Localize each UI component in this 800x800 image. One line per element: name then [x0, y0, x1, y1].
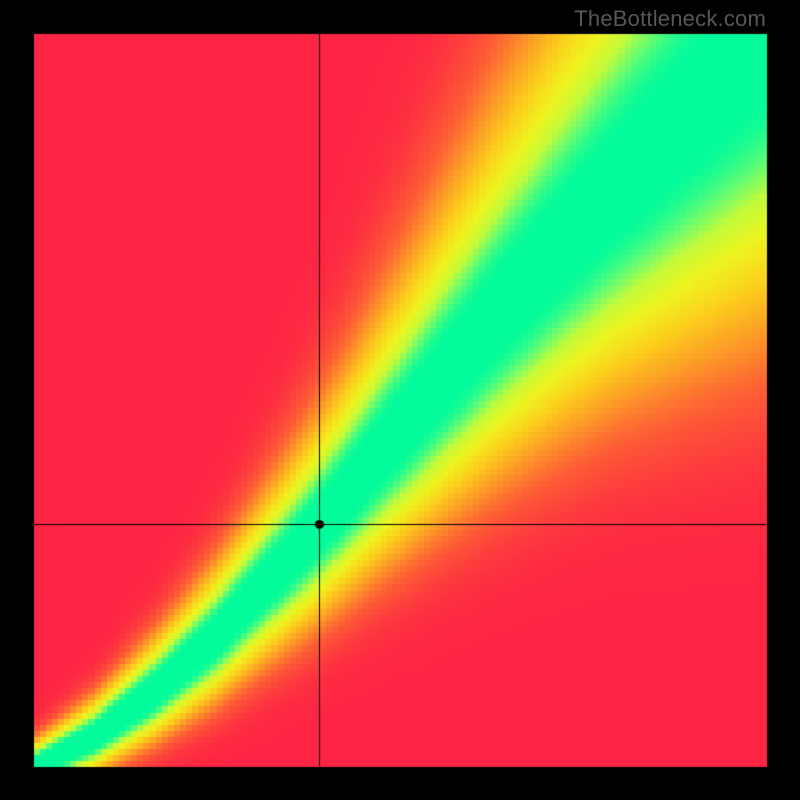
watermark-text: TheBottleneck.com: [574, 6, 766, 32]
bottleneck-heatmap: [0, 0, 800, 800]
chart-container: { "watermark": { "text": "TheBottleneck.…: [0, 0, 800, 800]
